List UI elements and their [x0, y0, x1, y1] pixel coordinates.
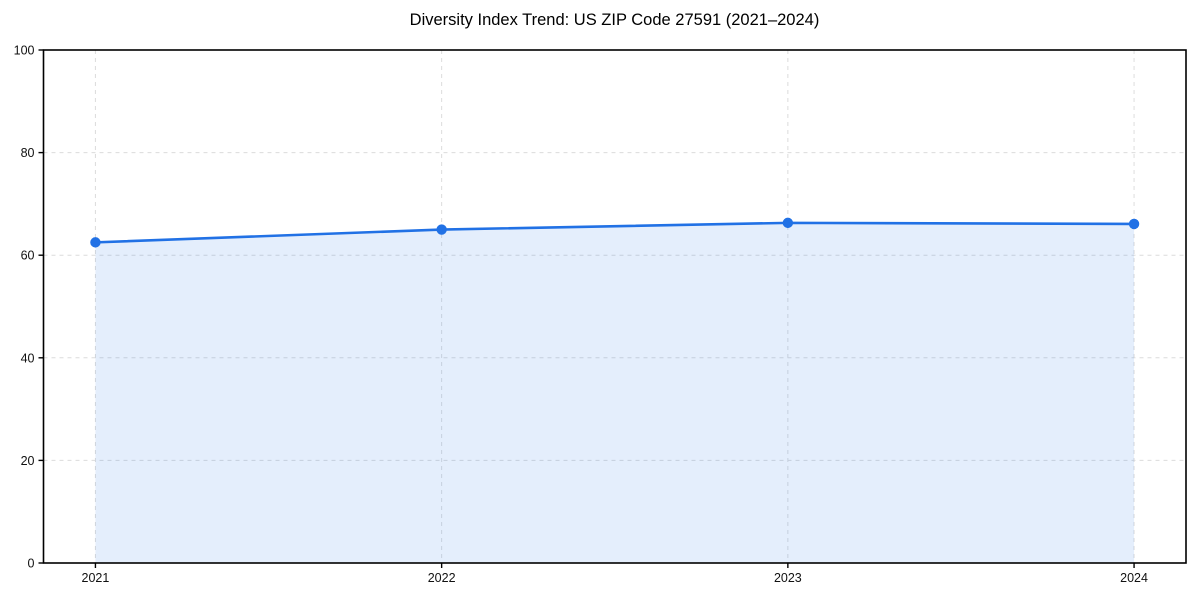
data-point-marker [436, 224, 447, 235]
trend-line [94, 221, 1136, 244]
x-tick-label: 2023 [774, 571, 802, 585]
y-tick-label: 60 [21, 249, 35, 263]
y-tick-label: 20 [21, 454, 35, 468]
plot-spines [42, 49, 1187, 564]
area-fill [95, 222, 1135, 564]
x-tick-label: 2024 [1120, 571, 1148, 585]
data-point-marker [782, 217, 794, 229]
y-tick-label: 80 [21, 146, 35, 160]
y-tick-label: 0 [28, 557, 35, 571]
chart-title: Diversity Index Trend: US ZIP Code 27591… [409, 11, 820, 29]
data-point-marker [1128, 218, 1140, 230]
x-tick-label: 2021 [82, 571, 110, 585]
y-tick-label: 40 [21, 351, 35, 365]
data-point-marker [90, 237, 101, 248]
x-tick-label: 2022 [428, 571, 456, 585]
y-tick-label: 100 [14, 44, 35, 58]
